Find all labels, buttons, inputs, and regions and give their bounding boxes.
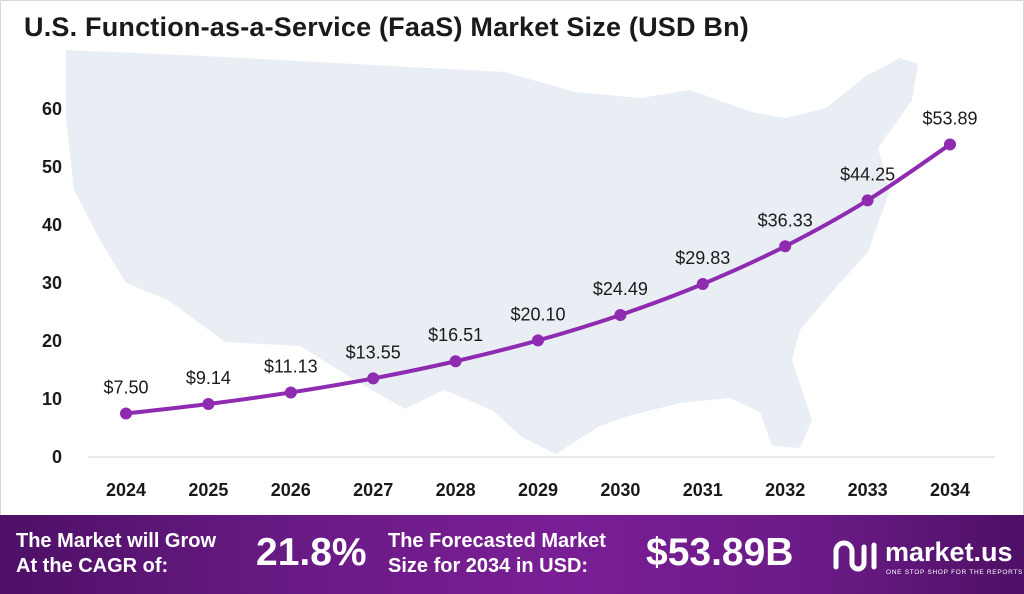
brand-tagline: ONE STOP SHOP FOR THE REPORTS bbox=[886, 569, 1024, 576]
y-tick-label: 50 bbox=[42, 157, 62, 177]
x-tick-label: 2032 bbox=[765, 480, 805, 500]
x-tick-label: 2025 bbox=[188, 480, 228, 500]
data-points bbox=[120, 138, 956, 420]
data-point bbox=[449, 355, 462, 368]
x-tick-label: 2031 bbox=[683, 480, 723, 500]
data-point bbox=[696, 277, 709, 290]
data-label: $16.51 bbox=[428, 325, 483, 345]
brand-name: market.us bbox=[885, 537, 1013, 567]
data-point bbox=[202, 397, 215, 410]
x-tick-label: 2028 bbox=[436, 480, 476, 500]
data-point bbox=[120, 407, 132, 420]
data-point bbox=[861, 194, 874, 207]
data-point bbox=[367, 372, 380, 385]
forecast-label-line2: Size for 2034 in USD: bbox=[388, 555, 589, 577]
data-label: $36.33 bbox=[758, 210, 813, 230]
x-tick-label: 2030 bbox=[600, 480, 640, 500]
y-tick-label: 20 bbox=[42, 331, 62, 351]
chart-title: U.S. Function-as-a-Service (FaaS) Market… bbox=[24, 12, 749, 42]
data-label: $11.13 bbox=[264, 356, 318, 376]
y-tick-label: 10 bbox=[42, 389, 62, 409]
cagr-label-line2: At the CAGR of: bbox=[16, 555, 169, 577]
x-tick-label: 2033 bbox=[848, 480, 888, 500]
data-label: $29.83 bbox=[675, 248, 730, 268]
data-labels: $7.50 $9.14 $11.13 $13.55 $16.51 $20.10 $24.49… bbox=[103, 108, 977, 397]
data-label: $13.55 bbox=[346, 342, 401, 362]
x-tick-label: 2024 bbox=[106, 480, 146, 500]
x-tick-label: 2029 bbox=[518, 480, 558, 500]
cagr-label: The Market will Grow At the CAGR of: bbox=[16, 529, 216, 579]
data-label: $53.89 bbox=[922, 108, 977, 128]
data-point bbox=[532, 334, 544, 347]
cagr-label-line1: The Market will Grow bbox=[16, 530, 217, 552]
data-label: $9.14 bbox=[186, 368, 231, 388]
x-tick-label: 2034 bbox=[930, 480, 970, 500]
data-point bbox=[284, 386, 297, 399]
data-label: $44.25 bbox=[840, 164, 895, 184]
y-tick-label: 40 bbox=[42, 215, 62, 235]
cagr-value: 21.8% bbox=[256, 531, 367, 574]
data-label: $20.10 bbox=[510, 304, 565, 324]
forecast-label-line1: The Forecasted Market bbox=[388, 530, 606, 552]
data-point bbox=[614, 308, 627, 321]
us-map-background bbox=[66, 50, 918, 454]
data-label: $24.49 bbox=[593, 279, 648, 299]
forecast-value: $53.89B bbox=[646, 531, 794, 574]
data-point bbox=[944, 138, 956, 151]
y-axis: 0 10 20 30 40 50 60 bbox=[42, 99, 62, 467]
y-tick-label: 0 bbox=[52, 447, 62, 467]
y-tick-label: 60 bbox=[42, 99, 62, 119]
x-tick-label: 2027 bbox=[353, 480, 393, 500]
forecast-label: The Forecasted Market Size for 2034 in U… bbox=[388, 529, 606, 579]
x-tick-label: 2026 bbox=[271, 480, 311, 500]
data-point bbox=[779, 240, 792, 253]
market-us-logo-icon bbox=[833, 540, 877, 572]
x-axis: 2024 2025 2026 2027 2028 2029 2030 2031 2032 2033… bbox=[106, 480, 970, 500]
footer-banner: The Market will Grow At the CAGR of: 21.… bbox=[0, 515, 1024, 594]
data-label: $7.50 bbox=[103, 378, 148, 398]
y-tick-label: 30 bbox=[42, 273, 62, 293]
